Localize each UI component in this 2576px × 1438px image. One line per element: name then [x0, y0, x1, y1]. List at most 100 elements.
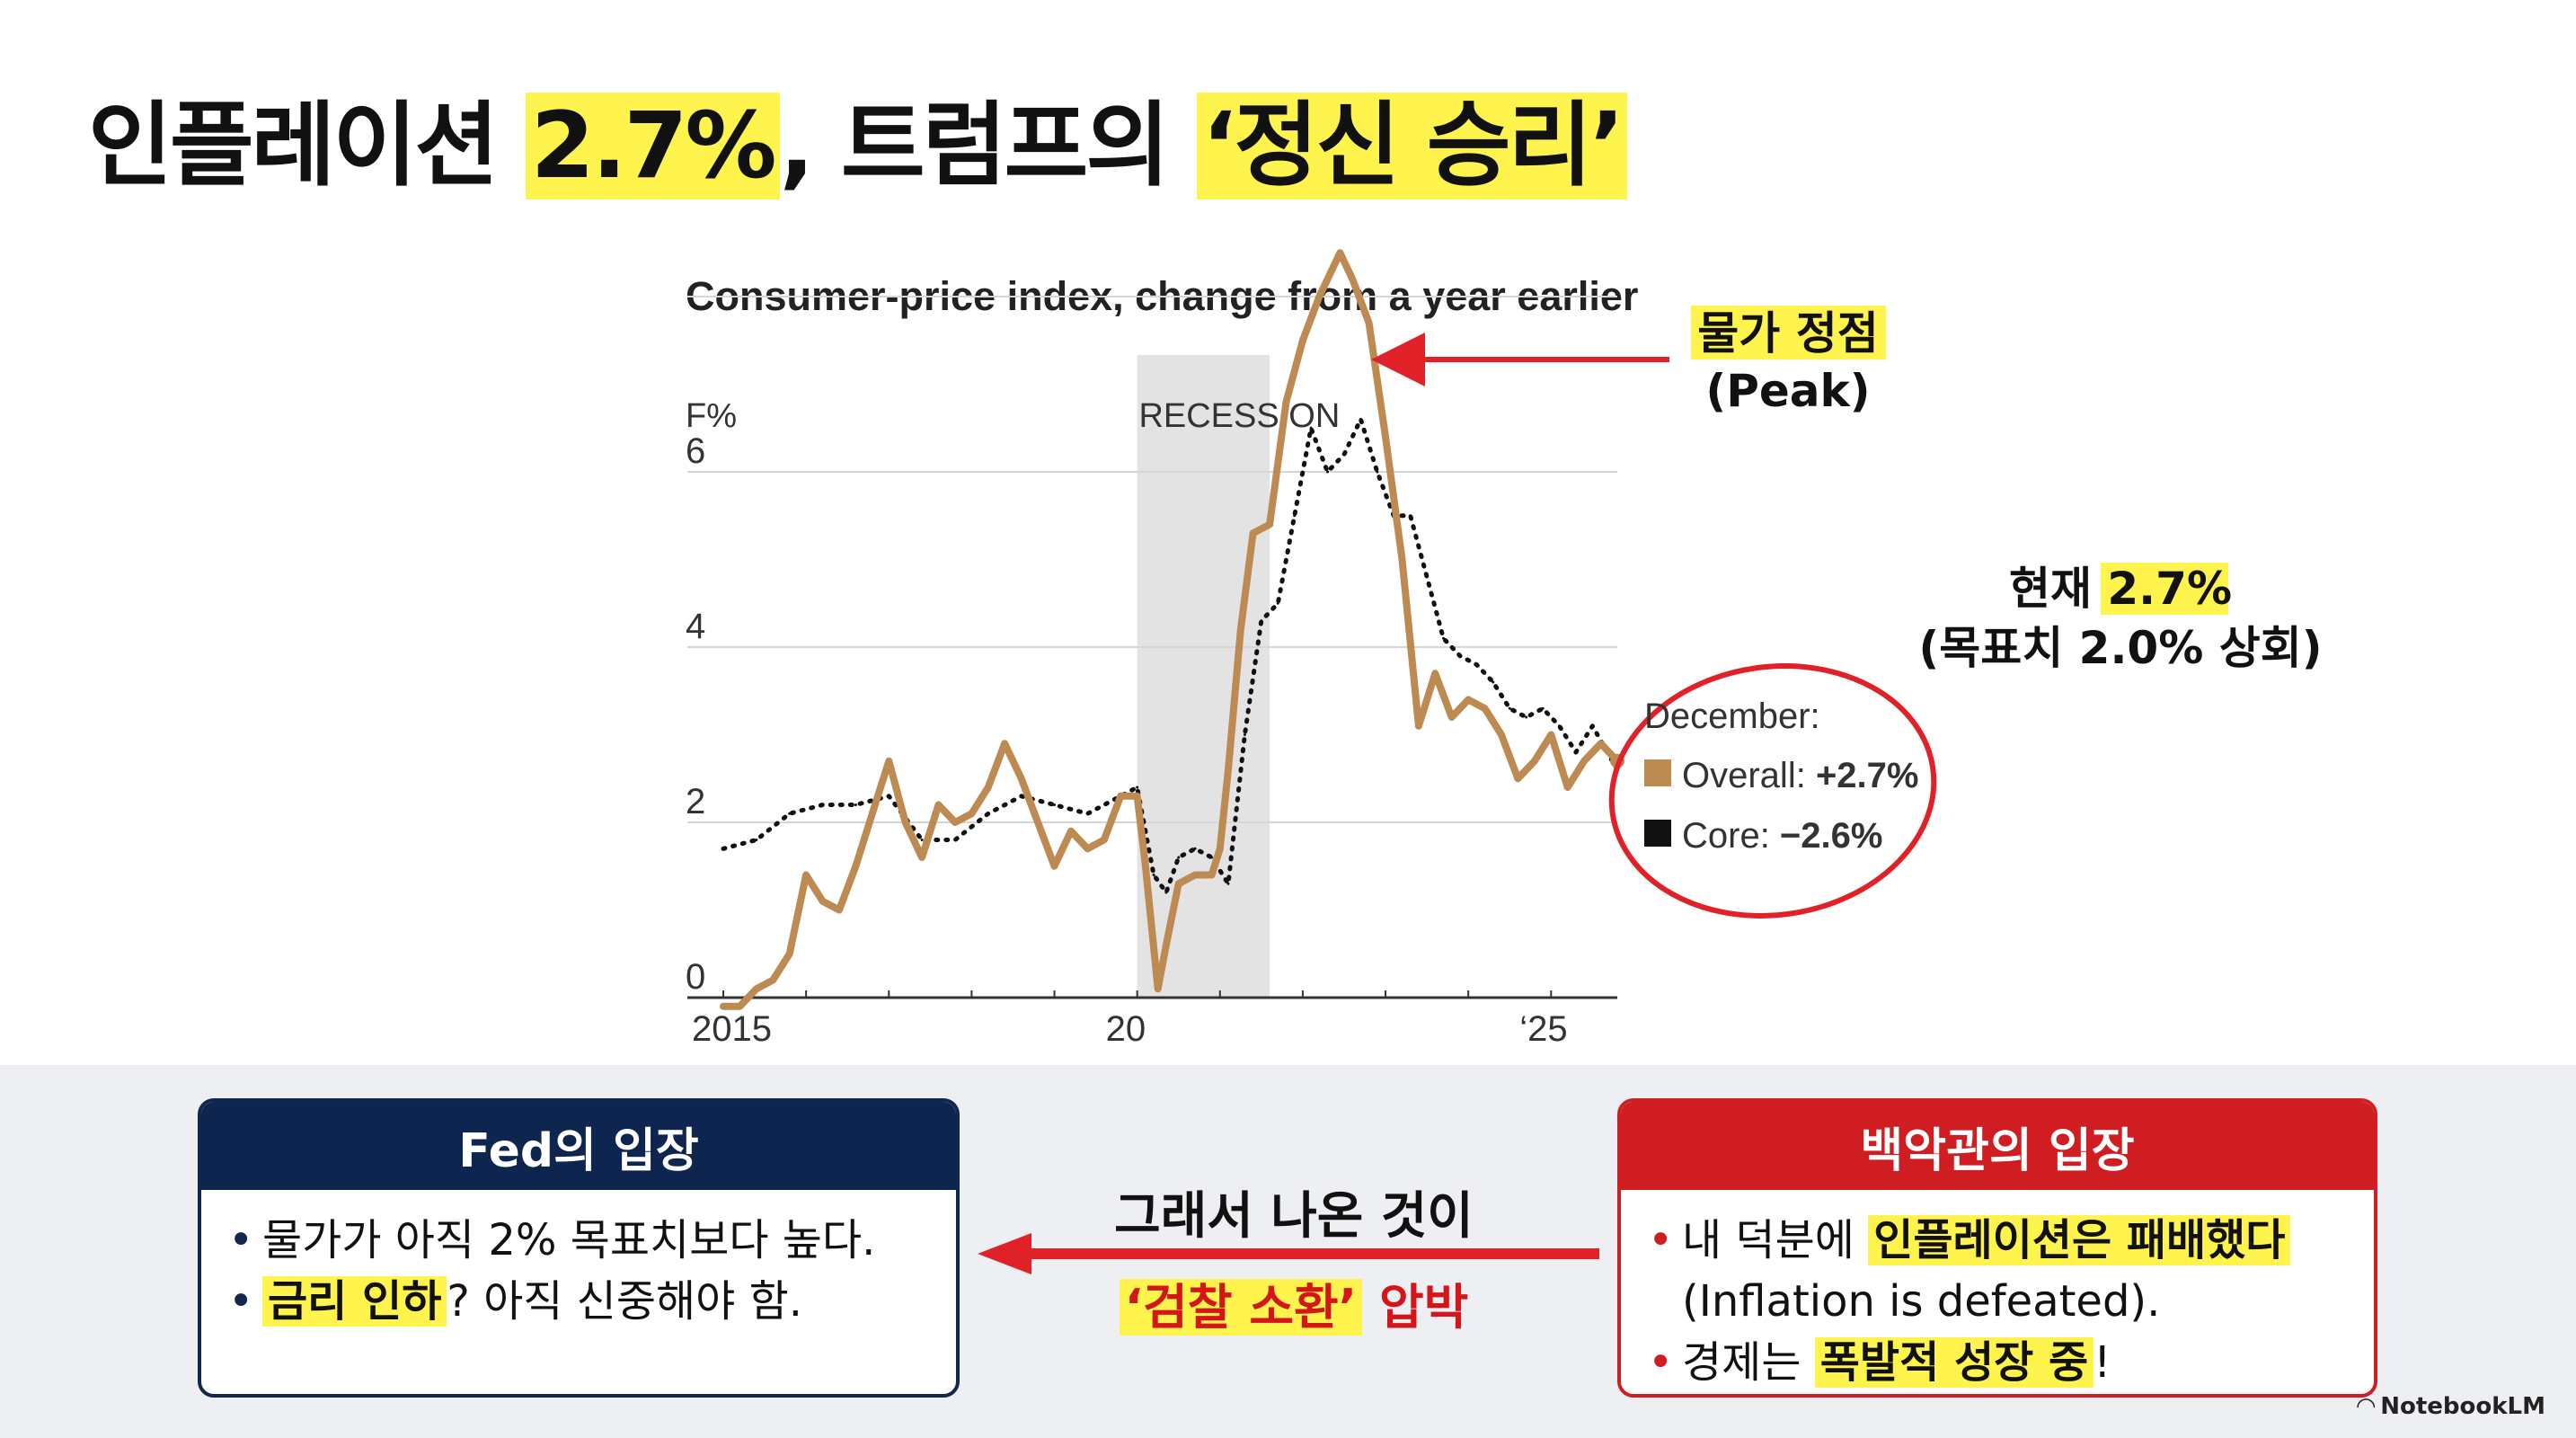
data-point-core — [721, 847, 725, 850]
data-point-core — [1053, 803, 1057, 806]
data-point-overall — [1069, 830, 1073, 833]
data-point-overall — [937, 803, 941, 806]
prosecution-highlight: ‘검찰 소환’ — [1119, 1279, 1363, 1336]
headline: 인플레이션 2.7%, 트럼프의 ‘정신 승리’ — [88, 72, 1628, 204]
data-point-overall — [1466, 698, 1470, 701]
middle-caption: 그래서 나온 것이 — [1114, 1187, 1474, 1246]
data-point-overall — [1301, 339, 1305, 342]
data-point-overall — [755, 987, 758, 990]
data-point-overall — [1317, 295, 1321, 298]
data-point-overall — [1400, 558, 1403, 561]
y-tick-label: 2 — [686, 782, 705, 821]
wh-growth-highlight: 폭발적 성장 중 — [1814, 1337, 2094, 1388]
notebooklm-brand: ◠ NotebookLM — [2357, 1393, 2545, 1420]
data-point-core — [987, 812, 990, 815]
data-point-overall — [953, 821, 957, 824]
wh-bullet-2: 경제는 폭발적 성장 중! — [1648, 1332, 2374, 1393]
notebooklm-icon: ◠ — [2357, 1393, 2376, 1420]
data-point-overall — [1483, 706, 1487, 710]
pressure-rest: 압박 — [1362, 1279, 1469, 1336]
data-point-core — [1177, 856, 1181, 859]
data-point-overall — [1368, 321, 1371, 324]
recession-label: RECESSION — [1138, 397, 1340, 435]
white-house-bullets: 내 덕분에 인플레이션은 패배했다 (Inflation is defeated… — [1621, 1190, 2374, 1393]
data-point-core — [1243, 733, 1246, 736]
data-point-overall — [1144, 865, 1147, 868]
data-point-core — [1409, 514, 1412, 518]
data-point-core — [1508, 706, 1511, 710]
data-point-overall — [1036, 821, 1040, 824]
data-point-overall — [1218, 847, 1222, 850]
headline-highlight-rate: 2.7% — [525, 93, 780, 200]
data-point-core — [1558, 724, 1562, 728]
data-point-core — [1020, 794, 1023, 798]
data-point-overall — [1053, 865, 1057, 868]
legend-core: Core: −2.6% — [1682, 816, 1882, 856]
data-point-overall — [1350, 278, 1354, 280]
data-point-core — [788, 812, 792, 815]
data-point-overall — [1102, 839, 1106, 841]
data-point-overall — [1085, 847, 1089, 850]
data-point-core — [854, 803, 857, 806]
data-point-overall — [804, 874, 808, 876]
data-point-core — [821, 803, 825, 806]
data-point-overall — [738, 1005, 741, 1008]
data-point-overall — [1003, 741, 1006, 745]
y-tick-label: 4 — [686, 607, 705, 646]
fed-bullets: 물가가 아직 2% 목표치보다 높다. 금리 인하? 아직 신중해야 함. — [201, 1190, 956, 1332]
legend-swatch-overall — [1644, 759, 1671, 786]
data-point-core — [1574, 750, 1578, 754]
data-point-overall — [1533, 759, 1536, 763]
data-point-overall — [904, 821, 907, 824]
data-point-overall — [920, 856, 924, 859]
legend-swatch-core — [1644, 820, 1671, 847]
data-point-core — [1474, 663, 1478, 666]
chart-legend: December: Overall: +2.7% Core: −2.6% — [1644, 697, 1918, 856]
recession-band — [1137, 355, 1270, 998]
data-point-overall — [821, 900, 825, 903]
data-point-core — [1425, 575, 1429, 579]
data-point-overall — [1156, 987, 1160, 990]
data-point-core — [1210, 856, 1214, 859]
data-point-core — [887, 794, 890, 798]
data-point-overall — [1500, 733, 1503, 736]
white-house-panel-title: 백악관의 입장 — [1621, 1102, 2374, 1190]
data-point-core — [1226, 882, 1230, 885]
legend-circle — [1608, 663, 1937, 919]
fed-panel: Fed의 입장 물가가 아직 2% 목표치보다 높다. 금리 인하? 아직 신중… — [198, 1098, 960, 1398]
data-point-overall — [1582, 759, 1586, 763]
fed-panel-title: Fed의 입장 — [201, 1102, 956, 1190]
current-annotation: 현재 2.7% (목표치 2.0% 상회) — [1918, 563, 2323, 674]
legend-title: December: — [1644, 697, 1820, 736]
data-point-core — [920, 839, 924, 841]
data-point-overall — [1284, 400, 1288, 404]
x-tick-label: ‘25 — [1519, 1009, 1567, 1049]
y-tick-label: 0 — [686, 957, 705, 997]
data-point-core — [1590, 724, 1594, 728]
data-point-core — [1276, 601, 1279, 605]
data-point-core — [1136, 786, 1139, 789]
fed-bullet-2: 금리 인하? 아직 신중해야 함. — [228, 1271, 956, 1332]
peak-annotation: 물가 정점 (Peak) — [1691, 306, 1886, 417]
data-point-overall — [1450, 715, 1454, 719]
cpi-chart: Consumer-price index, change from a year… — [686, 249, 2323, 1049]
data-point-core — [1342, 453, 1346, 456]
fed-bullet-2-rest: ? 아직 신중해야 함. — [447, 1276, 802, 1327]
data-point-core — [1260, 619, 1263, 623]
data-point-core — [1458, 654, 1462, 658]
data-point-overall — [987, 786, 990, 789]
data-point-overall — [1417, 724, 1421, 728]
data-point-core — [1164, 891, 1168, 894]
data-point-core — [1326, 470, 1330, 474]
data-point-core — [1376, 470, 1379, 474]
wh-bullet-1: 내 덕분에 인플레이션은 패배했다 — [1648, 1210, 2374, 1271]
data-point-core — [1492, 680, 1495, 684]
data-point-overall — [1433, 671, 1437, 675]
data-point-core — [1309, 426, 1313, 430]
data-point-overall — [1136, 794, 1139, 798]
fed-rate-cut-highlight: 금리 인하 — [262, 1276, 447, 1327]
middle-pressure: ‘검찰 소환’ 압박 — [1042, 1267, 1545, 1338]
series-line-overall — [720, 249, 1621, 1010]
data-point-core — [953, 839, 957, 841]
data-point-overall — [1177, 882, 1181, 885]
